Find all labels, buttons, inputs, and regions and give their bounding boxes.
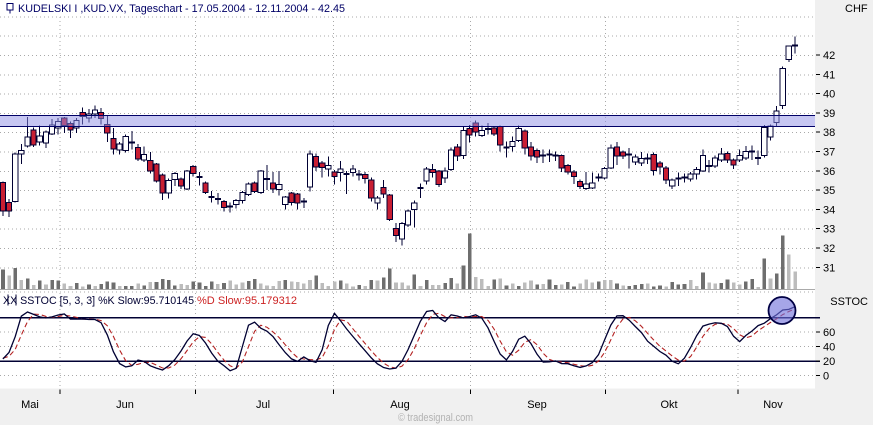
svg-text:Aug: Aug <box>390 399 410 411</box>
svg-text:XX SSTOC [5, 3, 3] %K Slow:95.: XX SSTOC [5, 3, 3] %K Slow:95.710145 <box>3 295 194 307</box>
svg-text:42: 42 <box>823 50 835 62</box>
svg-text:Nov: Nov <box>763 399 783 411</box>
svg-text:Sep: Sep <box>527 399 547 411</box>
svg-text:SSTOC: SSTOC <box>830 296 868 308</box>
svg-text:0: 0 <box>823 371 829 383</box>
svg-text:Jun: Jun <box>116 399 134 411</box>
svg-text:Okt: Okt <box>660 399 677 411</box>
svg-text:KUDELSKI I ,KUD.VX, Tageschart: KUDELSKI I ,KUD.VX, Tageschart - 17.05.2… <box>18 3 345 15</box>
svg-text:CHF: CHF <box>845 3 868 15</box>
svg-text:32: 32 <box>823 243 835 255</box>
svg-text:60: 60 <box>823 327 835 339</box>
svg-text:31: 31 <box>823 262 835 274</box>
svg-text:35: 35 <box>823 185 835 197</box>
svg-text:33: 33 <box>823 224 835 236</box>
svg-text:40: 40 <box>823 342 835 354</box>
svg-text:© tradesignal.com: © tradesignal.com <box>398 412 473 424</box>
svg-text:20: 20 <box>823 356 835 368</box>
svg-text:40: 40 <box>823 89 835 101</box>
svg-text:37: 37 <box>823 147 835 159</box>
svg-text:34: 34 <box>823 204 835 216</box>
svg-text:36: 36 <box>823 166 835 178</box>
svg-text:38: 38 <box>823 127 835 139</box>
svg-text:%D Slow:95.179312: %D Slow:95.179312 <box>197 295 297 307</box>
svg-text:39: 39 <box>823 108 835 120</box>
svg-text:Mai: Mai <box>21 399 39 411</box>
svg-text:Jul: Jul <box>256 399 270 411</box>
svg-text:41: 41 <box>823 69 835 81</box>
